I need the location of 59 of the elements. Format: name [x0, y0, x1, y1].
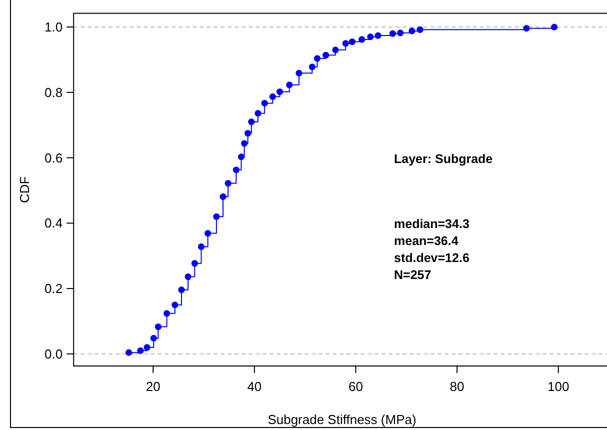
annotation: std.dev=12.6: [394, 251, 470, 265]
x-tick-label: 80: [450, 379, 464, 394]
point: [198, 243, 205, 250]
point: [314, 55, 321, 62]
annotation: median=34.3: [394, 217, 470, 231]
y-tick-label: 0.8: [44, 84, 63, 100]
point: [150, 334, 157, 342]
point: [367, 34, 374, 40]
point: [374, 32, 382, 39]
point: [308, 64, 316, 70]
point: [232, 166, 240, 174]
point: [322, 52, 330, 58]
point: [248, 118, 255, 126]
point: [276, 88, 284, 96]
point: [254, 110, 262, 117]
point: [184, 273, 192, 280]
x-tick-label: 60: [348, 379, 363, 394]
point: [126, 349, 132, 356]
point: [269, 93, 276, 100]
y-tick-label: 0.0: [44, 346, 63, 362]
point: [286, 82, 293, 88]
annotation: mean=36.4: [394, 234, 458, 248]
point: [332, 46, 339, 54]
point: [389, 30, 396, 37]
point: [154, 323, 162, 330]
point: [397, 30, 404, 36]
point: [416, 26, 424, 33]
point: [238, 154, 245, 160]
point: [204, 230, 212, 237]
point: [172, 302, 178, 308]
y-axis-title: CDF: [17, 176, 32, 204]
point: [342, 40, 349, 47]
point: [408, 28, 416, 34]
point: [550, 24, 558, 30]
x-axis-title: Subgrade Stiffness (MPa): [268, 412, 416, 427]
point: [178, 286, 185, 294]
point: [164, 310, 170, 317]
point: [348, 38, 356, 46]
point: [244, 130, 252, 137]
point: [523, 25, 530, 32]
point: [224, 180, 232, 187]
point: [137, 347, 144, 354]
point: [261, 100, 268, 106]
point: [241, 140, 248, 147]
x-tick-label: 20: [146, 379, 160, 394]
y-tick-label: 0.2: [44, 281, 63, 296]
point: [358, 36, 366, 43]
y-tick-label: 1.0: [44, 20, 63, 35]
x-tick-label: 100: [547, 379, 570, 394]
y-tick-label: 0.6: [44, 150, 63, 166]
point: [191, 260, 198, 267]
point: [296, 70, 302, 76]
y-tick-label: 0.4: [44, 216, 63, 231]
annotation: Layer: Subgrade: [394, 152, 493, 166]
annotation: N=257: [394, 268, 432, 282]
point: [220, 193, 226, 200]
point: [144, 344, 150, 351]
x-tick-label: 40: [247, 379, 262, 394]
point: [213, 213, 220, 220]
